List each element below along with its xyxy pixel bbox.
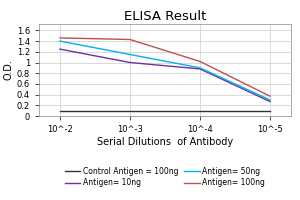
Line: Antigen= 10ng: Antigen= 10ng	[60, 49, 270, 102]
Antigen= 50ng	[268, 99, 272, 101]
Title: ELISA Result: ELISA Result	[124, 10, 206, 23]
X-axis label: Serial Dilutions  of Antibody: Serial Dilutions of Antibody	[97, 137, 233, 147]
Antigen= 50ng	[128, 53, 132, 56]
Antigen= 100ng	[198, 60, 202, 63]
Line: Antigen= 100ng: Antigen= 100ng	[60, 38, 270, 96]
Antigen= 10ng	[268, 100, 272, 103]
Control Antigen = 100ng	[128, 109, 132, 112]
Legend: Control Antigen = 100ng, Antigen= 10ng, Antigen= 50ng, Antigen= 100ng: Control Antigen = 100ng, Antigen= 10ng, …	[62, 164, 268, 190]
Antigen= 50ng	[58, 40, 62, 42]
Antigen= 10ng	[128, 61, 132, 64]
Control Antigen = 100ng	[58, 109, 62, 112]
Control Antigen = 100ng	[268, 109, 272, 112]
Antigen= 50ng	[198, 67, 202, 69]
Antigen= 100ng	[128, 38, 132, 41]
Antigen= 100ng	[58, 37, 62, 39]
Antigen= 10ng	[198, 68, 202, 70]
Antigen= 100ng	[268, 95, 272, 97]
Y-axis label: O.D.: O.D.	[4, 60, 14, 80]
Line: Antigen= 50ng: Antigen= 50ng	[60, 41, 270, 100]
Control Antigen = 100ng	[198, 109, 202, 112]
Antigen= 10ng	[58, 48, 62, 50]
